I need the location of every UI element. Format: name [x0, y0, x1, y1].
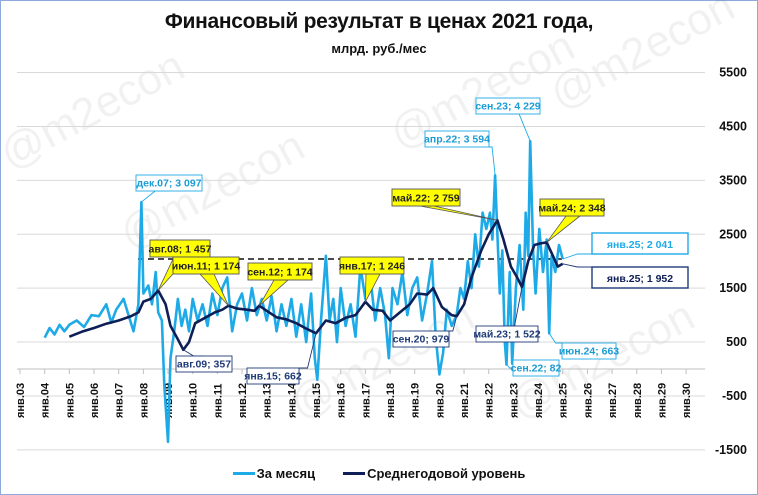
legend-swatch-average — [343, 472, 366, 475]
x-tick-label: янв.14 — [286, 382, 298, 418]
x-tick-label: янв.18 — [385, 383, 397, 418]
watermarks: @m2econ @m2econ @m2econ @m2econ @m2econ … — [0, 0, 742, 429]
legend-swatch-monthly — [232, 472, 255, 475]
series-average-line — [68, 219, 564, 352]
annotation-label: янв.17; 1 246 — [339, 256, 405, 303]
svg-text:авг.08; 1 457: авг.08; 1 457 — [149, 243, 212, 255]
chart-title: Финансовый результат в ценах 2021 года, — [164, 10, 594, 33]
svg-text:апр.22; 3 594: апр.22; 3 594 — [424, 134, 490, 146]
svg-text:янв.25; 2 041: янв.25; 2 041 — [607, 239, 673, 251]
x-tick-label: янв.03 — [15, 383, 27, 418]
annotation-label: июн.11; 1 174 — [172, 256, 241, 306]
annotation-label: сен.12; 1 174 — [247, 262, 313, 307]
annotation-label: дек.07; 3 097 — [135, 174, 203, 203]
x-tick-label: янв.24 — [533, 382, 545, 418]
svg-text:май.22; 2 759: май.22; 2 759 — [392, 192, 459, 204]
svg-text:июн.11; 1 174: июн.11; 1 174 — [172, 260, 241, 272]
legend-item-average: Среднегодовой уровень — [343, 466, 525, 481]
series-monthly-line — [43, 139, 564, 444]
annotation-label: май.23; 1 522 — [473, 286, 541, 343]
x-tick-label: янв.06 — [89, 383, 101, 418]
svg-text:янв.15; 662: янв.15; 662 — [244, 371, 302, 383]
legend-label-average: Среднегодовой уровень — [367, 466, 526, 481]
x-tick-label: янв.30 — [681, 383, 693, 418]
y-tick-label: 4500 — [719, 119, 747, 133]
annotation-label: июн.24; 663 — [548, 333, 619, 360]
x-tick-label: янв.16 — [336, 383, 348, 418]
x-tick-label: янв.17 — [360, 383, 372, 418]
annotation-label: янв.25; 1 952 — [562, 263, 689, 289]
annotation-label: май.22; 2 759 — [391, 188, 498, 221]
x-tick-label: янв.21 — [459, 383, 471, 418]
x-tick-label: янв.08 — [138, 383, 150, 418]
annotation-label: сен.22; 82 — [506, 359, 562, 377]
x-tick-label: янв.15 — [311, 383, 323, 418]
y-axis-ticks: 5500 4500 3500 2500 1500 500 -500 -1500 — [715, 66, 747, 457]
svg-text:сен.22; 82: сен.22; 82 — [511, 363, 562, 375]
annotation-label: янв.15; 662 — [244, 333, 317, 385]
svg-text:сен.23; 4 229: сен.23; 4 229 — [475, 101, 540, 113]
svg-text:сен.20; 979: сен.20; 979 — [393, 334, 450, 346]
annotations: дек.07; 3 097 авг.08; 1 457 июн.11; 1 174 с… — [135, 97, 689, 385]
annotation-label: май.24; 2 348 — [538, 198, 606, 243]
x-tick-label: янв.04 — [40, 382, 52, 418]
svg-text:май.24; 2 348: май.24; 2 348 — [538, 202, 605, 214]
x-tick-label: янв.28 — [632, 383, 644, 418]
y-tick-label: -500 — [722, 389, 747, 403]
x-tick-label: янв.19 — [410, 383, 422, 418]
annotation-label: сен.20; 979 — [392, 316, 458, 348]
x-tick-label: янв.22 — [484, 383, 496, 418]
svg-text:май.23; 1 522: май.23; 1 522 — [473, 329, 540, 341]
annotation-label: янв.25; 2 041 — [562, 232, 689, 260]
svg-text:дек.07; 3 097: дек.07; 3 097 — [136, 178, 201, 190]
x-tick-label: янв.25 — [558, 383, 570, 418]
x-tick-label: янв.29 — [656, 383, 668, 418]
svg-text:июн.24; 663: июн.24; 663 — [559, 346, 619, 358]
y-tick-label: 2500 — [719, 227, 747, 241]
y-tick-label: 1500 — [719, 281, 747, 295]
annotation-label: апр.22; 3 594 — [424, 130, 496, 176]
x-tick-label: янв.11 — [212, 383, 224, 418]
svg-text:сен.12; 1 174: сен.12; 1 174 — [247, 266, 312, 278]
legend: За месяц Среднегодовой уровень — [0, 466, 758, 481]
x-tick-label: янв.27 — [607, 383, 619, 418]
chart-subtitle: млрд. руб./мес — [331, 41, 427, 56]
x-tick-label: янв.23 — [508, 383, 520, 418]
y-tick-label: 5500 — [719, 66, 747, 80]
gridlines — [17, 72, 705, 451]
svg-text:@m2econ: @m2econ — [542, 0, 743, 119]
x-tick-label: янв.26 — [582, 383, 594, 418]
annotation-label: сен.23; 4 229 — [475, 97, 541, 142]
svg-text:авг.09; 357: авг.09; 357 — [177, 359, 231, 371]
annotation-label: авг.09; 357 — [175, 349, 233, 373]
x-tick-label: янв.07 — [114, 383, 126, 418]
x-tick-label: янв.20 — [434, 383, 446, 418]
y-tick-label: -1500 — [715, 443, 747, 457]
svg-text:янв.17; 1 246: янв.17; 1 246 — [339, 260, 405, 272]
x-tick-label: янв.12 — [237, 383, 249, 418]
legend-label-monthly: За месяц — [256, 466, 316, 481]
svg-text:янв.25; 1 952: янв.25; 1 952 — [607, 273, 673, 285]
x-tick-label: янв.10 — [188, 383, 200, 418]
y-tick-label: 500 — [726, 335, 747, 349]
svg-text:@m2econ: @m2econ — [0, 41, 192, 179]
x-tick-label: янв.13 — [262, 383, 274, 418]
x-tick-label: янв.05 — [64, 383, 76, 418]
y-tick-label: 3500 — [719, 173, 747, 187]
legend-item-monthly: За месяц — [232, 466, 316, 481]
